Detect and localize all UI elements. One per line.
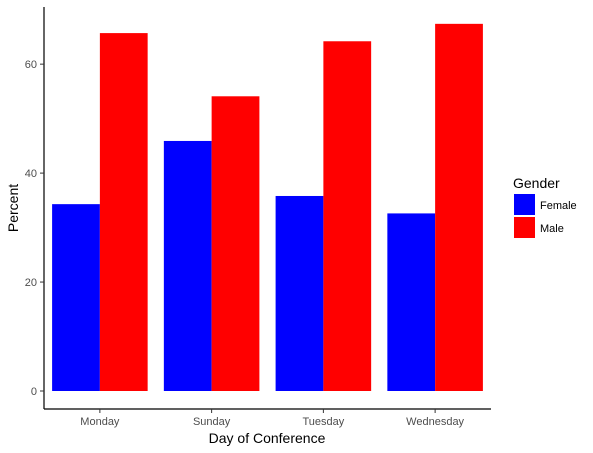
y-ticks-group: 0 20 40 60 bbox=[25, 59, 44, 398]
x-tick-label: Sunday bbox=[193, 416, 231, 428]
x-axis-title: Day of Conference bbox=[209, 430, 326, 446]
bar-female-monday bbox=[52, 204, 100, 391]
bar-female-wednesday bbox=[387, 213, 436, 391]
legend-label-male: Male bbox=[540, 223, 564, 235]
bar-female-tuesday bbox=[275, 195, 324, 391]
bar-male-sunday bbox=[211, 96, 260, 391]
legend-items: Female Male bbox=[514, 194, 577, 238]
bar-male-monday bbox=[99, 33, 148, 392]
bars-group bbox=[52, 23, 483, 392]
y-tick-label: 20 bbox=[25, 277, 37, 289]
legend-swatch-female bbox=[514, 194, 535, 215]
y-tick-label: 0 bbox=[31, 386, 37, 398]
bar-male-wednesday bbox=[435, 23, 483, 391]
bar-female-sunday bbox=[163, 140, 212, 391]
legend-label-female: Female bbox=[540, 200, 577, 212]
y-tick-label: 40 bbox=[25, 168, 37, 180]
x-tick-label: Tuesday bbox=[302, 416, 344, 428]
x-tick-label: Monday bbox=[80, 416, 120, 428]
x-ticks-group: Monday Sunday Tuesday Wednesday bbox=[80, 409, 465, 428]
x-tick-label: Wednesday bbox=[406, 416, 464, 428]
y-axis-title: Percent bbox=[5, 184, 21, 232]
legend-title: Gender bbox=[513, 175, 560, 191]
bar-male-tuesday bbox=[323, 41, 372, 391]
legend: Gender Female Male bbox=[513, 175, 577, 238]
y-tick-label: 60 bbox=[25, 59, 37, 71]
legend-swatch-male bbox=[514, 217, 535, 238]
